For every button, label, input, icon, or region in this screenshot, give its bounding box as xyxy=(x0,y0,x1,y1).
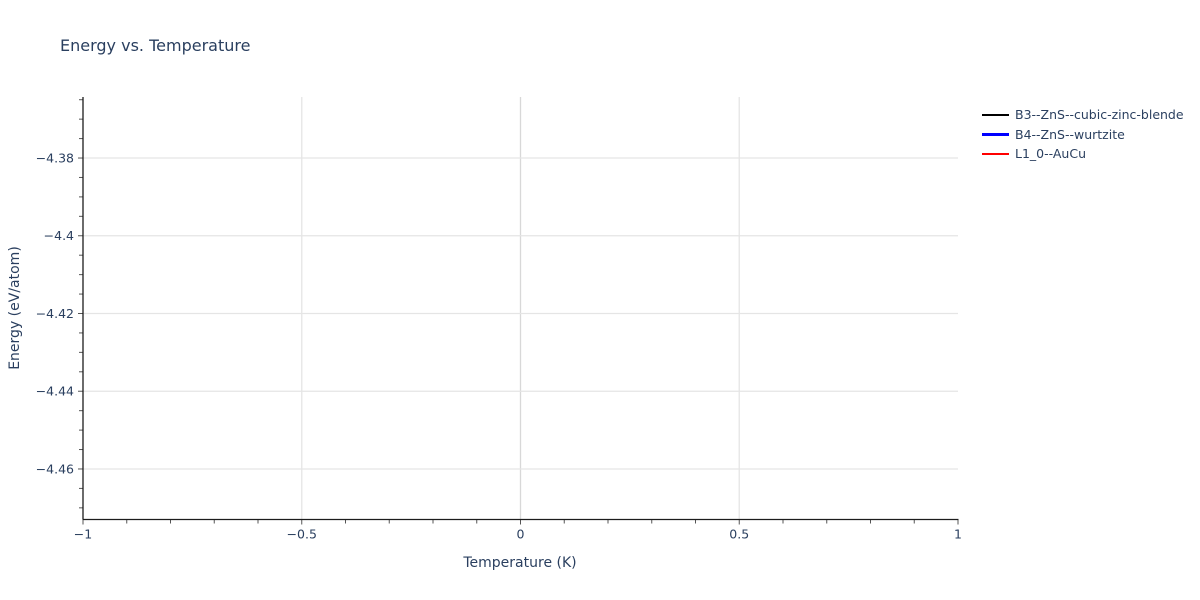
x-tick-label: −1 xyxy=(74,527,92,542)
chart-title: Energy vs. Temperature xyxy=(60,36,251,55)
x-tick-label: 1 xyxy=(954,527,962,542)
legend-label: B4--ZnS--wurtzite xyxy=(1015,126,1125,142)
y-tick-label: −4.46 xyxy=(36,461,74,476)
legend-line-swatch xyxy=(982,113,1009,116)
legend-label: L1_0--AuCu xyxy=(1015,146,1086,162)
y-tick-label: −4.42 xyxy=(36,306,74,321)
y-tick-label: −4.4 xyxy=(44,228,74,243)
y-axis-title: Energy (eV/atom) xyxy=(7,246,23,370)
legend-line-swatch xyxy=(982,133,1009,136)
x-tick-label: −0.5 xyxy=(287,527,317,542)
legend-label: B3--ZnS--cubic-zinc-blende xyxy=(1015,107,1184,123)
legend-item[interactable]: B3--ZnS--cubic-zinc-blende xyxy=(982,105,1184,125)
legend-item[interactable]: L1_0--AuCu xyxy=(982,144,1184,164)
y-tick-label: −4.44 xyxy=(36,384,74,399)
legend: B3--ZnS--cubic-zinc-blende B4--ZnS--wurtz… xyxy=(982,105,1184,164)
legend-line-swatch xyxy=(982,152,1009,155)
x-tick-label: 0 xyxy=(517,527,525,542)
legend-item[interactable]: B4--ZnS--wurtzite xyxy=(982,125,1184,145)
x-axis-title: Temperature (K) xyxy=(463,555,577,571)
x-tick-label: 0.5 xyxy=(729,527,749,542)
y-tick-label: −4.38 xyxy=(36,150,74,165)
